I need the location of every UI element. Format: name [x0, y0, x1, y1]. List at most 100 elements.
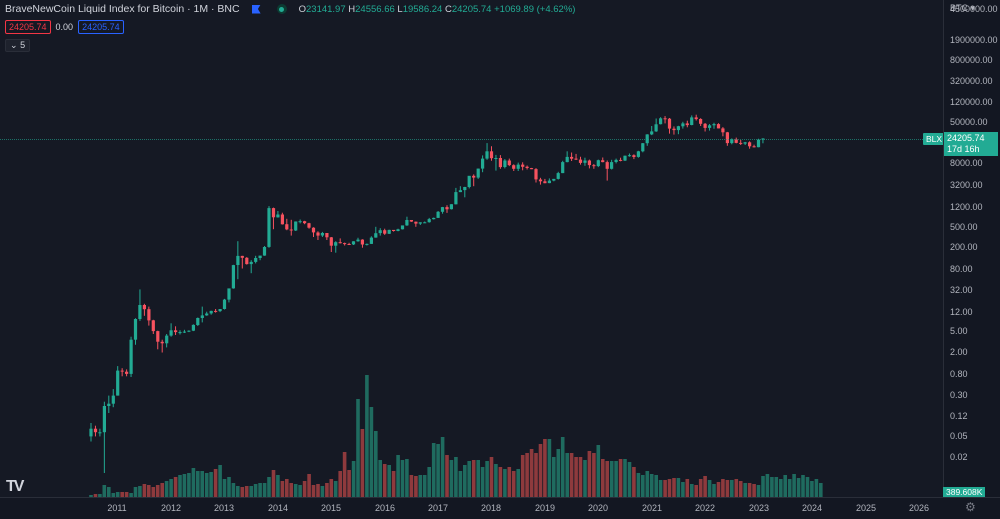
- volume-bar: [792, 474, 796, 497]
- candle: [521, 162, 525, 171]
- volume-bar: [320, 486, 325, 497]
- price-axis[interactable]: BTC ▾ 4500000.00 1900000.00 800000.00 32000…: [943, 0, 1000, 497]
- volume-bar: [347, 470, 351, 497]
- candle: [107, 395, 111, 413]
- volume-bar: [618, 459, 623, 497]
- volume-bar: [476, 460, 480, 497]
- candle: [151, 319, 155, 334]
- volume-bar: [552, 457, 556, 497]
- volume-bar: [262, 483, 267, 497]
- volume-bar: [716, 482, 721, 497]
- volume-bar: [649, 474, 654, 497]
- volume-bar: [436, 444, 440, 497]
- price-tick: 800000.00: [950, 55, 993, 65]
- volume-bar: [730, 480, 734, 497]
- time-tick: 2022: [694, 503, 716, 513]
- volume-bar: [400, 460, 405, 497]
- candle: [396, 228, 400, 232]
- candle: [169, 323, 173, 337]
- volume-bar: [587, 451, 592, 497]
- candle: [672, 126, 676, 135]
- low-value: 19586.24: [402, 3, 443, 15]
- candle: [623, 155, 627, 161]
- candle: [552, 178, 556, 182]
- volume-bar: [98, 494, 102, 497]
- volume-bar: [556, 449, 561, 497]
- volume-bar: [819, 483, 823, 497]
- flag-icon[interactable]: [251, 4, 261, 14]
- price-tick: 2.00: [950, 347, 968, 357]
- time-tick: 2016: [374, 503, 396, 513]
- volume-bar: [658, 480, 663, 497]
- volume-bar: [298, 485, 302, 497]
- candle: [98, 428, 102, 437]
- price-tick: 120000.00: [950, 97, 993, 107]
- time-tick: 2025: [855, 503, 877, 513]
- volume-bar: [511, 471, 516, 497]
- candle: [650, 126, 654, 136]
- volume-bar: [467, 461, 471, 497]
- candle: [436, 211, 440, 218]
- volume-bar: [129, 493, 133, 497]
- volume-bar: [641, 475, 645, 497]
- volume-bar: [191, 468, 196, 497]
- currency-selector[interactable]: BTC ▾: [950, 3, 976, 13]
- volume-bar: [204, 473, 209, 497]
- settings-gear-icon[interactable]: ⚙: [965, 500, 976, 514]
- volume-bar: [147, 485, 151, 497]
- symbol-title[interactable]: BraveNewCoin Liquid Index for Bitcoin · …: [5, 3, 240, 15]
- volume-bar: [770, 477, 774, 497]
- candle: [196, 317, 200, 326]
- volume-bar: [690, 484, 694, 497]
- time-tick: 2026: [908, 503, 930, 513]
- volume-bar: [409, 475, 414, 497]
- candle: [534, 168, 538, 183]
- volume-bar: [801, 475, 805, 497]
- candle: [458, 186, 462, 193]
- candle: [449, 204, 453, 210]
- volume-bar: [783, 475, 787, 497]
- volume-bar: [124, 492, 129, 497]
- volume-bar: [302, 481, 307, 497]
- price-tick: 80.00: [950, 264, 973, 274]
- candle: [472, 174, 476, 187]
- volume-bar: [761, 476, 765, 497]
- tradingview-logo[interactable]: TV: [6, 478, 25, 495]
- volume-bar: [396, 455, 400, 497]
- volume-bar: [356, 399, 360, 497]
- current-price-value: 24205.74: [947, 133, 985, 143]
- volume-bar: [520, 455, 525, 497]
- candle: [432, 217, 436, 220]
- candle: [748, 141, 752, 149]
- volume-bar: [164, 481, 169, 497]
- volume-bar: [463, 465, 467, 497]
- volume-bar: [93, 494, 98, 497]
- price-tick: 50000.00: [950, 117, 988, 127]
- indicators-toggle[interactable]: ⌄ 5: [5, 39, 31, 52]
- volume-bar: [454, 457, 458, 497]
- volume-bar: [574, 457, 578, 497]
- candlestick-chart[interactable]: [0, 0, 943, 497]
- time-axis[interactable]: 2011 2012 2013 2014 2015 2016 2017 2018 2019 2020…: [0, 497, 1000, 519]
- volume-bar: [480, 467, 485, 497]
- candle: [592, 164, 596, 169]
- volume-bar: [796, 478, 801, 497]
- volume-bar: [293, 484, 298, 497]
- volume-bar: [676, 478, 681, 497]
- ohlc-values: O23141.97 H24556.66 L19586.24 C24205.74 …: [298, 3, 576, 15]
- candle: [165, 334, 169, 348]
- time-tick: 2020: [587, 503, 609, 513]
- volume-bar: [249, 486, 253, 497]
- buy-button[interactable]: 24205.74: [78, 20, 124, 34]
- candle: [236, 241, 240, 280]
- chart-pane[interactable]: BLX BraveNewCoin Liquid Index for Bitcoi…: [0, 0, 946, 497]
- candle: [659, 117, 663, 125]
- volume-bar: [623, 459, 627, 497]
- candle: [743, 141, 747, 145]
- price-tick: 0.12: [950, 411, 968, 421]
- volume-bar: [734, 479, 739, 497]
- sell-button[interactable]: 24205.74: [5, 20, 51, 34]
- volume-bar: [672, 478, 676, 497]
- current-price-line: [0, 139, 943, 140]
- price-tick: 3200.00: [950, 180, 983, 190]
